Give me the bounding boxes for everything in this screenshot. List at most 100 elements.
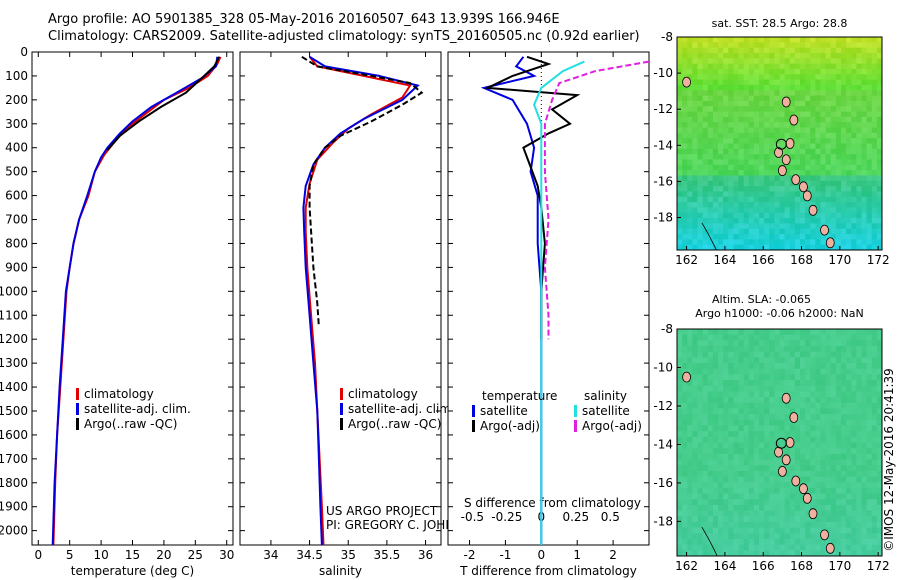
diff-legend-entry: Argo(-adj) xyxy=(582,419,642,433)
depth-tick-label: 2000 xyxy=(0,524,28,538)
salinity-xtick-label: 34 xyxy=(263,548,278,562)
map-ytick-label: -8 xyxy=(661,30,673,44)
difference-xtick-label: 2 xyxy=(609,548,617,562)
depth-tick-label: 600 xyxy=(5,189,28,203)
sla-map-title: Altim. SLA: -0.065 xyxy=(712,293,811,306)
island-shape xyxy=(799,181,808,193)
depth-tick-label: 400 xyxy=(5,141,28,155)
depth-tick-label: 1900 xyxy=(0,500,28,514)
island-shape xyxy=(808,204,818,216)
imos-credit: ©IMOS 12-May-2016 20:41:39 xyxy=(882,368,896,552)
map-ytick-label: -8 xyxy=(661,322,673,336)
temperature-legend-swatch xyxy=(76,388,79,400)
island-shape xyxy=(682,371,691,383)
map-xtick-label: 166 xyxy=(752,253,775,267)
map-xtick-label: 162 xyxy=(675,253,698,267)
diff-legend-swatch xyxy=(472,405,475,417)
salinity-xtick-label: 35.5 xyxy=(374,548,401,562)
temperature-line-argorawqc xyxy=(106,56,221,151)
temperature-xtick-label: 10 xyxy=(93,548,108,562)
temperature-line-satelliteadjclim xyxy=(51,56,219,545)
depth-tick-label: 0 xyxy=(20,45,28,59)
diff-legend-swatch xyxy=(574,420,577,432)
temperature-xlabel: temperature (deg C) xyxy=(71,564,194,578)
difference-plot-frame xyxy=(447,51,650,546)
salinity-xtick-label: 34.5 xyxy=(296,548,323,562)
depth-tick-label: 1600 xyxy=(0,428,28,442)
sla-map-subtitle: Argo h1000: -0.06 h2000: NaN xyxy=(695,307,864,320)
salinity-series-group xyxy=(301,55,424,545)
island-shape xyxy=(777,465,787,477)
map-xtick-label: 170 xyxy=(828,559,851,573)
map-ytick-label: -16 xyxy=(653,476,673,490)
argo-float-marker xyxy=(775,437,787,449)
temperature-legend-entry: climatology xyxy=(84,387,154,401)
depth-tick-label: 1500 xyxy=(0,404,28,418)
island-shape xyxy=(825,237,835,249)
island-shape xyxy=(785,138,795,149)
difference-line-argoadj xyxy=(483,55,581,340)
legend-title-temperature: temperature xyxy=(482,389,557,403)
depth-tick-label: 1700 xyxy=(0,452,28,466)
sla_map-field xyxy=(677,329,882,556)
salinity-plot-frame xyxy=(239,51,442,546)
sst-map-title: sat. SST: 28.5 Argo: 28.8 xyxy=(712,17,848,30)
map-xtick-label: 164 xyxy=(713,559,736,573)
diff-legend-entry: satellite xyxy=(480,404,528,418)
island-shape xyxy=(789,412,799,423)
difference-line-argoadj xyxy=(543,60,649,340)
depth-tick-label: 1200 xyxy=(0,332,28,346)
sst_map-field xyxy=(677,37,882,250)
salinity-legend-swatch xyxy=(340,418,343,430)
island-shape xyxy=(825,542,835,554)
depth-tick-label: 300 xyxy=(5,117,28,131)
diff-legend-entry: satellite xyxy=(582,404,630,418)
island-shape xyxy=(777,165,787,176)
depth-tick-label: 900 xyxy=(5,260,28,274)
argo-float-marker xyxy=(775,138,787,150)
depth-tick-label: 1800 xyxy=(0,476,28,490)
depth-tick-label: 200 xyxy=(5,93,28,107)
temperature-legend-entry: Argo(..raw -QC) xyxy=(84,417,177,431)
island-shape xyxy=(808,508,818,520)
temperature-xtick-label: 15 xyxy=(125,548,140,562)
map-xtick-label: 164 xyxy=(713,253,736,267)
depth-tick-label: 1400 xyxy=(0,380,28,394)
difference-xtick-label: -2 xyxy=(464,548,476,562)
depth-tick-label: 100 xyxy=(5,69,28,83)
island-shape xyxy=(820,529,829,541)
sdiff-tick-label: 0.25 xyxy=(562,510,589,524)
depth-tick-label: 800 xyxy=(5,236,28,250)
salinity-xtick-label: 35 xyxy=(341,548,356,562)
depth-tick-label: 1100 xyxy=(0,308,28,322)
difference-series-group xyxy=(480,55,649,545)
difference-xtick-label: -1 xyxy=(499,548,511,562)
island-shape xyxy=(802,190,812,202)
depth-tick-label: 1000 xyxy=(0,284,28,298)
salinity-legend-entry: climatology xyxy=(348,387,418,401)
island-shape xyxy=(774,147,783,158)
map-ytick-label: -10 xyxy=(653,66,673,80)
map-ytick-label: -12 xyxy=(653,102,673,116)
map-xtick-label: 172 xyxy=(867,559,890,573)
sla_map-frame xyxy=(676,328,883,557)
sst_map-frame xyxy=(676,36,883,251)
island-shape xyxy=(781,96,791,108)
temperature-xtick-label: 0 xyxy=(34,548,42,562)
difference-xtick-label: 0 xyxy=(538,548,546,562)
island-shape xyxy=(682,76,691,88)
profile-header: Argo profile: AO 5901385_328 05-May-2016… xyxy=(48,12,560,27)
island-shape xyxy=(799,483,808,495)
island-shape xyxy=(789,114,799,126)
sdiff-tick-label: 0.5 xyxy=(601,510,620,524)
island-shape xyxy=(791,174,801,186)
difference-xlabel: T difference from climatology xyxy=(459,564,637,578)
island-shape xyxy=(791,475,801,487)
diff-legend-swatch xyxy=(472,420,475,432)
salinity-legend-swatch xyxy=(340,403,343,415)
temperature-legend-swatch xyxy=(76,418,79,430)
project-credit-line: US ARGO PROJECT xyxy=(326,504,438,518)
map-xtick-label: 166 xyxy=(752,559,775,573)
salinity-legend-swatch xyxy=(340,388,343,400)
